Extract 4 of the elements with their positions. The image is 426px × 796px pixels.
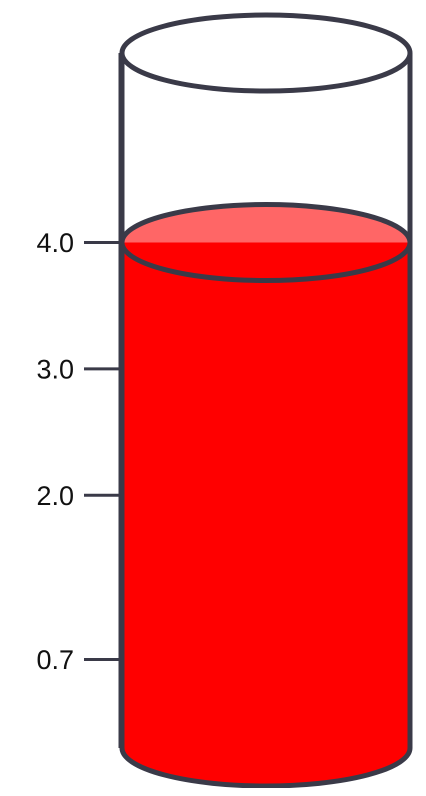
y-tick-label: 0.7 [36, 645, 74, 676]
y-tick-label: 2.0 [36, 480, 74, 511]
y-tick-label: 4.0 [36, 228, 74, 258]
y-tick-label: 3.0 [36, 354, 74, 384]
